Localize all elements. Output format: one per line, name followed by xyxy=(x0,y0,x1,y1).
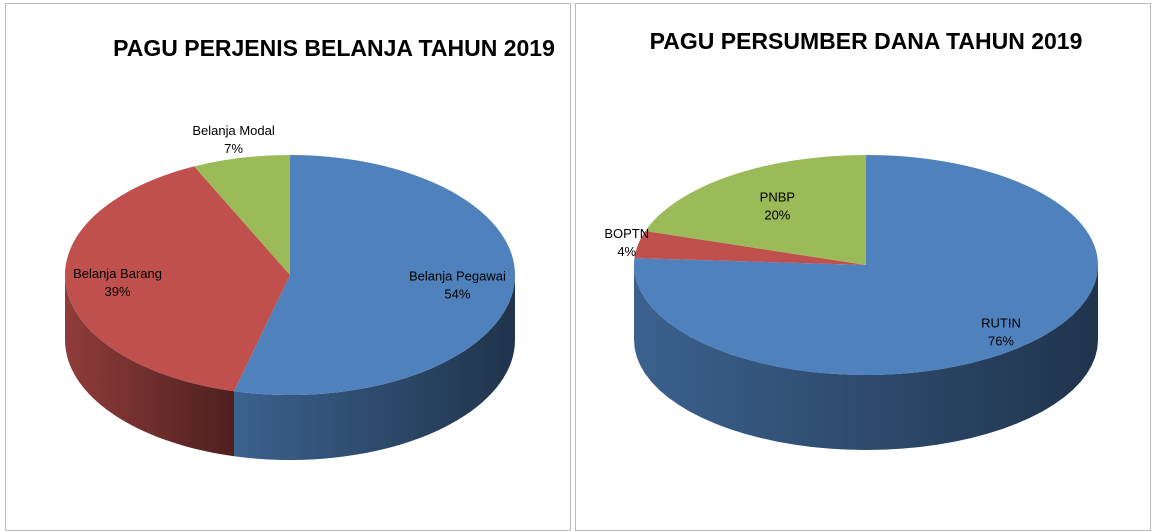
slice-label: Belanja Modal xyxy=(192,123,274,138)
slice-value: 54% xyxy=(444,287,470,302)
slice-label: RUTIN xyxy=(981,316,1021,331)
slice-label: Belanja Barang xyxy=(73,266,162,281)
slice-value: 20% xyxy=(764,208,790,223)
pie-slice xyxy=(634,231,866,265)
pie-side xyxy=(634,265,1098,450)
slice-value: 39% xyxy=(105,284,131,299)
pie-side xyxy=(234,275,515,460)
slice-label: BOPTN xyxy=(604,226,649,241)
slice-label: Belanja Pegawai xyxy=(409,269,506,284)
chart-title: PAGU PERSUMBER DANA TAHUN 2019 xyxy=(650,28,1083,54)
slice-value: 76% xyxy=(988,334,1014,349)
pie-side xyxy=(65,275,235,457)
slice-label: PNBP xyxy=(760,190,795,205)
pie-slice xyxy=(64,166,290,392)
chart-title: PAGU PERJENIS BELANJA TAHUN 2019 xyxy=(113,35,555,61)
slice-value: 4% xyxy=(617,244,636,259)
slice-value: 7% xyxy=(224,141,243,156)
pie-slice xyxy=(194,155,290,275)
pie-slice xyxy=(645,155,866,265)
pie-slice xyxy=(234,155,515,395)
